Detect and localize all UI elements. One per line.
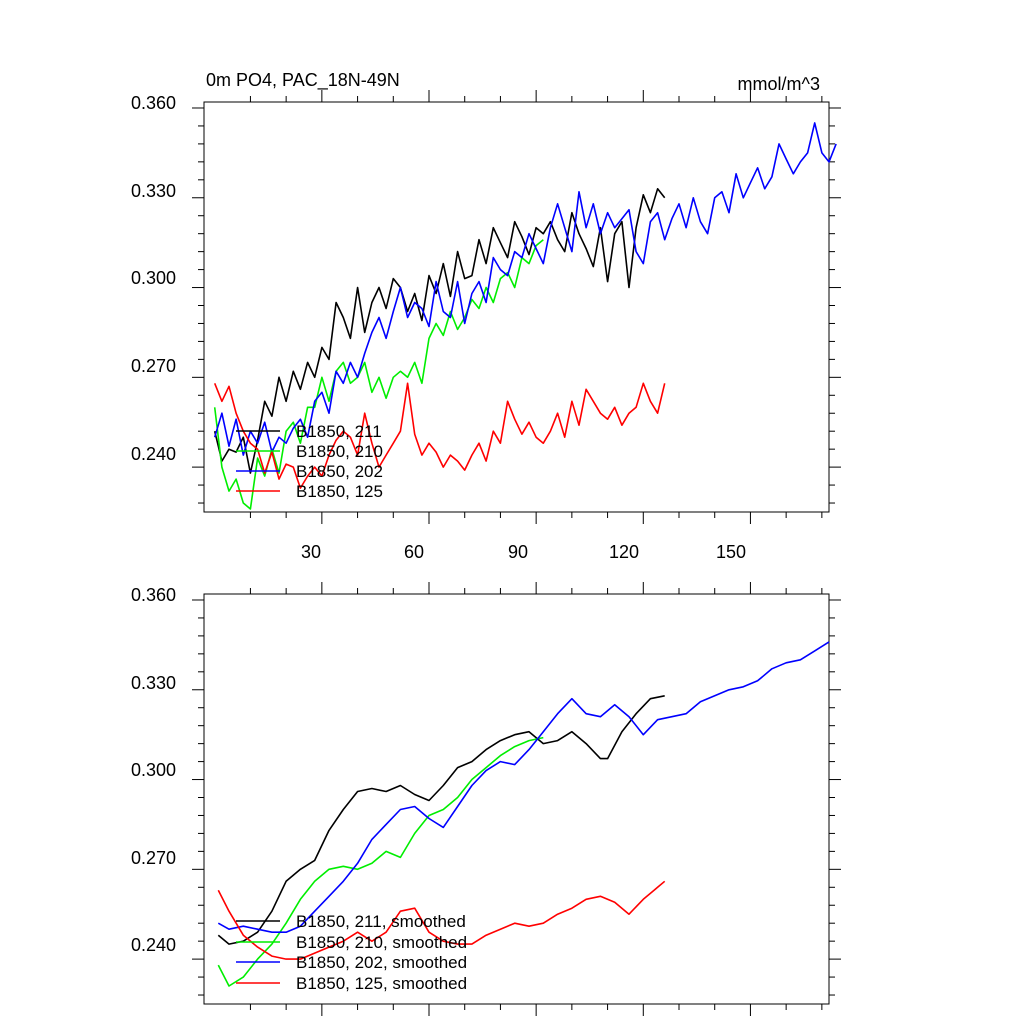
x-tick-label: 30 bbox=[301, 542, 321, 562]
series-line bbox=[213, 122, 837, 456]
legend-label: B1850, 202, smoothed bbox=[296, 953, 467, 972]
y-tick-label: 0.330 bbox=[131, 181, 176, 201]
plot-frame bbox=[203, 593, 830, 1005]
series-line bbox=[213, 188, 666, 474]
legend-label: B1850, 210, smoothed bbox=[296, 933, 467, 952]
y-tick-label: 0.270 bbox=[131, 356, 176, 376]
tick-marks bbox=[192, 90, 841, 524]
y-tick-label: 0.240 bbox=[131, 935, 176, 955]
series-line bbox=[217, 641, 830, 934]
y-tick-labels: 0.240 0.270 0.300 0.330 0.360 bbox=[131, 585, 176, 955]
series-group bbox=[213, 122, 837, 510]
legend-label: B1850, 210 bbox=[296, 442, 383, 461]
legend: B1850, 211, smoothed B1850, 210, smoothe… bbox=[236, 912, 467, 993]
x-tick-label: 120 bbox=[609, 542, 639, 562]
y-tick-labels: 0.240 0.270 0.300 0.330 0.360 bbox=[131, 93, 176, 464]
series-group bbox=[217, 641, 830, 987]
series-line bbox=[217, 695, 665, 945]
series-line bbox=[217, 736, 544, 987]
series-line bbox=[217, 880, 666, 960]
x-tick-label: 90 bbox=[508, 542, 528, 562]
y-tick-label: 0.300 bbox=[131, 760, 176, 780]
legend-label: B1850, 211 bbox=[296, 422, 382, 441]
plot-frame bbox=[203, 101, 830, 513]
legend: B1850, 211 B1850, 210 B1850, 202 B1850, … bbox=[236, 422, 383, 501]
bottom-panel: 0.240 0.270 0.300 0.330 0.360 B1850, 211… bbox=[131, 582, 841, 1016]
legend-label: B1850, 202 bbox=[296, 462, 383, 481]
y-tick-label: 0.300 bbox=[131, 268, 176, 288]
top-panel: 0m PO4, PAC_18N-49N mmol/m^3 0.240 0.270… bbox=[131, 70, 841, 562]
chart-title: 0m PO4, PAC_18N-49N bbox=[206, 70, 400, 91]
y-tick-label: 0.360 bbox=[131, 585, 176, 605]
units-label: mmol/m^3 bbox=[738, 74, 820, 94]
x-tick-labels: 30 60 90 120 150 bbox=[301, 542, 746, 562]
y-tick-label: 0.360 bbox=[131, 93, 176, 113]
x-tick-label: 150 bbox=[716, 542, 746, 562]
tick-marks bbox=[192, 582, 841, 1016]
y-tick-label: 0.270 bbox=[131, 848, 176, 868]
y-tick-label: 0.240 bbox=[131, 444, 176, 464]
legend-label: B1850, 125 bbox=[296, 482, 383, 501]
series-line bbox=[213, 382, 666, 489]
legend-label: B1850, 125, smoothed bbox=[296, 974, 467, 993]
legend-label: B1850, 211, smoothed bbox=[296, 912, 466, 931]
x-tick-label: 60 bbox=[404, 542, 424, 562]
y-tick-label: 0.330 bbox=[131, 673, 176, 693]
